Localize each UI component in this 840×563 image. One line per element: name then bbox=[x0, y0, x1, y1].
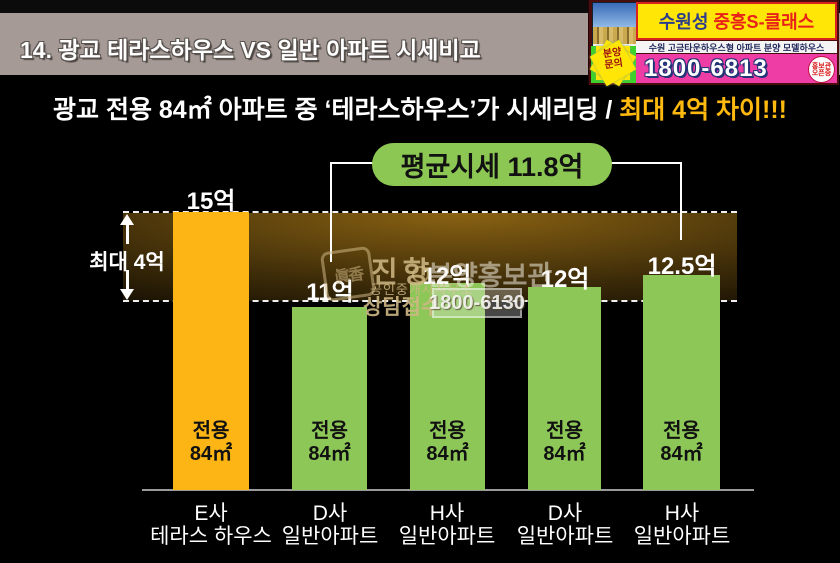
bar-category-label: H사 일반아파트 bbox=[633, 502, 731, 548]
x-axis-line bbox=[142, 489, 754, 491]
average-bracket-right bbox=[680, 162, 682, 240]
bar-category-label: D사 일반아파트 bbox=[516, 502, 614, 548]
open-badge: 홍보관 오픈중 bbox=[808, 56, 835, 83]
thumbnail-sky bbox=[593, 3, 636, 28]
headline-normal: 광교 전용 84㎡ 아파트 중 ‘테라스하우스’가 시세리딩 / bbox=[53, 96, 620, 124]
ad-banner: 분양 문의 수원성 중흥S-클래스 수원 고금타운하우스형 아파트 분양 모델하… bbox=[587, 0, 839, 87]
bar-value-label: 11억 bbox=[306, 279, 354, 306]
ad-phone-number: 1800-6813 bbox=[644, 55, 768, 82]
bar-spec-label: 전용 84㎡ bbox=[308, 420, 351, 465]
bar-e-terrace: 전용 84㎡ bbox=[173, 212, 249, 490]
page-title: 14. 광교 테라스하우스 VS 일반 아파트 시세비교 bbox=[20, 37, 481, 63]
ad-headline-box: 수원성 중흥S-클래스 bbox=[636, 2, 837, 40]
bar-d-apartment-1: 전용 84㎡ bbox=[292, 307, 367, 490]
max-diff-label: 최대 4억 bbox=[89, 251, 165, 274]
ad-headline-part1: 수원성 bbox=[658, 12, 709, 32]
bar-spec-label: 전용 84㎡ bbox=[660, 420, 703, 465]
arrow-line bbox=[125, 270, 129, 289]
bar-h-apartment-1: 전용 84㎡ bbox=[410, 283, 485, 490]
ad-subline-strip: 수원 고금타운하우스형 아파트 분양 모델하우스 bbox=[636, 41, 837, 53]
headline-highlight: 최대 4억 차이!!! bbox=[619, 96, 787, 124]
arrow-line bbox=[125, 225, 129, 244]
bar-category-label: E사 테라스 하우스 bbox=[150, 502, 272, 548]
average-price-pill: 평균시세 11.8억 bbox=[372, 143, 612, 186]
main-headline: 광교 전용 84㎡ 아파트 중 ‘테라스하우스’가 시세리딩 / 최대 4억 차… bbox=[0, 90, 840, 126]
arrow-up-head bbox=[120, 214, 134, 225]
bar-value-label: 12억 bbox=[540, 266, 590, 293]
thumbnail-buildings bbox=[593, 27, 636, 44]
bar-h-apartment-2: 전용 84㎡ bbox=[643, 275, 720, 490]
ad-phone-strip: 1800-6813 홍보관 오픈중 bbox=[636, 54, 837, 83]
bar-value-label: 12.5억 bbox=[647, 253, 717, 280]
bar-spec-label: 전용 84㎡ bbox=[426, 420, 469, 465]
max-diff-arrow-icon bbox=[99, 214, 155, 300]
bar-category-label: H사 일반아파트 bbox=[398, 502, 496, 548]
ad-subline-text: 수원 고금타운하우스형 아파트 분양 모델하우스 bbox=[648, 42, 825, 53]
bar-d-apartment-2: 전용 84㎡ bbox=[528, 287, 601, 490]
bar-value-label: 12억 bbox=[422, 263, 472, 290]
starburst-badge: 분양 문의 bbox=[587, 39, 639, 87]
dashed-line-top bbox=[123, 211, 737, 213]
bar-spec-label: 전용 84㎡ bbox=[189, 420, 233, 465]
average-bracket-left bbox=[330, 162, 332, 262]
bar-value-label: 15억 bbox=[186, 188, 236, 215]
bar-category-label: D사 일반아파트 bbox=[281, 502, 379, 548]
bar-spec-label: 전용 84㎡ bbox=[543, 420, 586, 465]
ad-headline-part2: 중흥S-클래스 bbox=[713, 12, 815, 32]
arrow-down-head bbox=[120, 289, 134, 300]
